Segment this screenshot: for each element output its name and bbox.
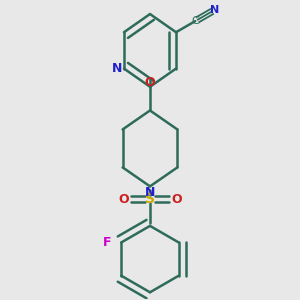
Text: C: C xyxy=(191,16,199,26)
Text: O: O xyxy=(171,193,181,206)
Text: N: N xyxy=(145,186,155,199)
Text: S: S xyxy=(145,192,155,206)
Text: F: F xyxy=(103,236,111,249)
Text: O: O xyxy=(145,76,155,88)
Text: N: N xyxy=(112,62,122,75)
Text: N: N xyxy=(210,5,219,15)
Text: O: O xyxy=(118,193,129,206)
